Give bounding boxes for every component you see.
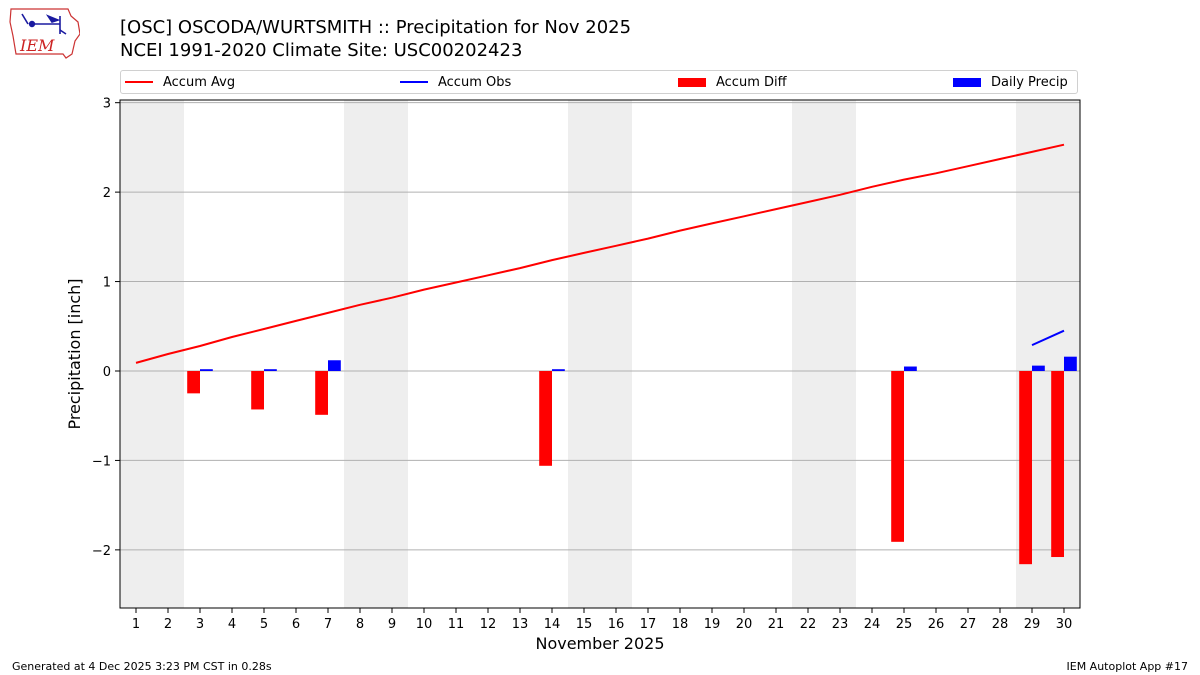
- accum-diff-bar-day-14: [539, 370, 552, 466]
- weekend-band-4: [792, 100, 856, 608]
- x-tick-label-26: 26: [928, 617, 945, 632]
- footer-generated-note: Generated at 4 Dec 2025 3:23 PM CST in 0…: [12, 660, 272, 673]
- accum-diff-bar-day-5: [251, 370, 264, 410]
- legend-label-daily-precip: Daily Precip: [991, 74, 1068, 90]
- x-tick-label-1: 1: [132, 617, 140, 632]
- legend-swatch-red-bar: [678, 77, 706, 87]
- legend-item-accum-obs: Accum Obs: [400, 71, 511, 93]
- x-tick-label-10: 10: [416, 617, 433, 632]
- weekend-band-2: [344, 100, 408, 608]
- x-tick-label-4: 4: [228, 617, 236, 632]
- accum-diff-bar-day-30: [1051, 370, 1064, 558]
- x-tick-label-16: 16: [608, 617, 625, 632]
- accum-avg-line: [135, 143, 1065, 364]
- y-tick-label-2: 2: [103, 186, 111, 201]
- legend-label-accum-diff: Accum Diff: [716, 74, 787, 90]
- x-tick-label-22: 22: [800, 617, 817, 632]
- weekend-band-1: [120, 100, 184, 608]
- daily-precip-bar-day-14: [552, 369, 565, 371]
- x-tick-label-19: 19: [704, 617, 721, 632]
- legend-item-accum-avg: Accum Avg: [125, 71, 235, 93]
- daily-precip-bar-day-29: [1032, 365, 1045, 371]
- accum-diff-bar-day-25: [891, 370, 904, 542]
- x-tick-label-13: 13: [512, 617, 529, 632]
- x-tick-label-20: 20: [736, 617, 753, 632]
- x-tick-label-15: 15: [576, 617, 593, 632]
- legend: Accum Avg Accum Obs Accum Diff Daily Pre…: [120, 70, 1078, 94]
- x-tick-label-2: 2: [164, 617, 172, 632]
- plot-frame: [119, 99, 1081, 609]
- x-tick-label-9: 9: [388, 617, 396, 632]
- legend-swatch-blue-bar: [953, 77, 981, 87]
- daily-precip-bar-day-7: [328, 360, 341, 371]
- legend-item-accum-diff: Accum Diff: [678, 71, 787, 93]
- y-tick-label--1: −1: [92, 454, 111, 469]
- legend-swatch-red-line: [125, 81, 153, 83]
- legend-label-accum-avg: Accum Avg: [163, 74, 236, 90]
- accum-diff-bar-day-7: [315, 370, 328, 415]
- x-tick-label-27: 27: [960, 617, 977, 632]
- x-tick-label-23: 23: [832, 617, 849, 632]
- iem-logo: IEM: [9, 8, 80, 59]
- footer-app-id: IEM Autoplot App #17: [1066, 660, 1189, 673]
- x-tick-label-30: 30: [1056, 617, 1073, 632]
- legend-item-daily-precip: Daily Precip: [953, 71, 1068, 93]
- x-tick-label-14: 14: [544, 617, 561, 632]
- x-tick-label-7: 7: [324, 617, 332, 632]
- daily-precip-bar-day-30: [1064, 356, 1077, 371]
- x-tick-label-8: 8: [356, 617, 364, 632]
- x-tick-label-5: 5: [260, 617, 268, 632]
- chart-subtitle: NCEI 1991-2020 Climate Site: USC00202423: [120, 40, 523, 61]
- y-tick-label--2: −2: [92, 544, 111, 559]
- x-tick-label-6: 6: [292, 617, 300, 632]
- accum-diff-bar-day-3: [187, 370, 200, 394]
- daily-precip-bar-day-3: [200, 369, 213, 371]
- weather-station-icon: [21, 13, 67, 35]
- y-tick-label-1: 1: [103, 276, 111, 291]
- x-tick-label-18: 18: [672, 617, 689, 632]
- daily-precip-bar-day-25: [904, 366, 917, 371]
- weekend-band-3: [568, 100, 632, 608]
- legend-label-accum-obs: Accum Obs: [438, 74, 512, 90]
- y-tick-label-3: 3: [103, 97, 111, 112]
- x-tick-label-29: 29: [1024, 617, 1041, 632]
- y-tick-label-0: 0: [103, 365, 111, 380]
- chart-title: [OSC] OSCODA/WURTSMITH :: Precipitation …: [120, 17, 632, 38]
- x-tick-label-24: 24: [864, 617, 881, 632]
- x-tick-label-11: 11: [448, 617, 465, 632]
- x-tick-label-12: 12: [480, 617, 497, 632]
- x-tick-label-3: 3: [196, 617, 204, 632]
- legend-swatch-blue-line: [400, 81, 428, 83]
- x-axis-label: November 2025: [535, 634, 664, 653]
- x-tick-label-25: 25: [896, 617, 913, 632]
- logo-text: IEM: [19, 36, 55, 55]
- daily-precip-bar-day-5: [264, 369, 277, 371]
- x-tick-label-28: 28: [992, 617, 1009, 632]
- iowa-state-outline-icon: [9, 8, 80, 59]
- accum-obs-line: [1031, 329, 1065, 347]
- accum-diff-bar-day-29: [1019, 370, 1032, 565]
- y-axis-label: Precipitation [inch]: [65, 278, 84, 429]
- x-tick-label-17: 17: [640, 617, 657, 632]
- x-tick-label-21: 21: [768, 617, 785, 632]
